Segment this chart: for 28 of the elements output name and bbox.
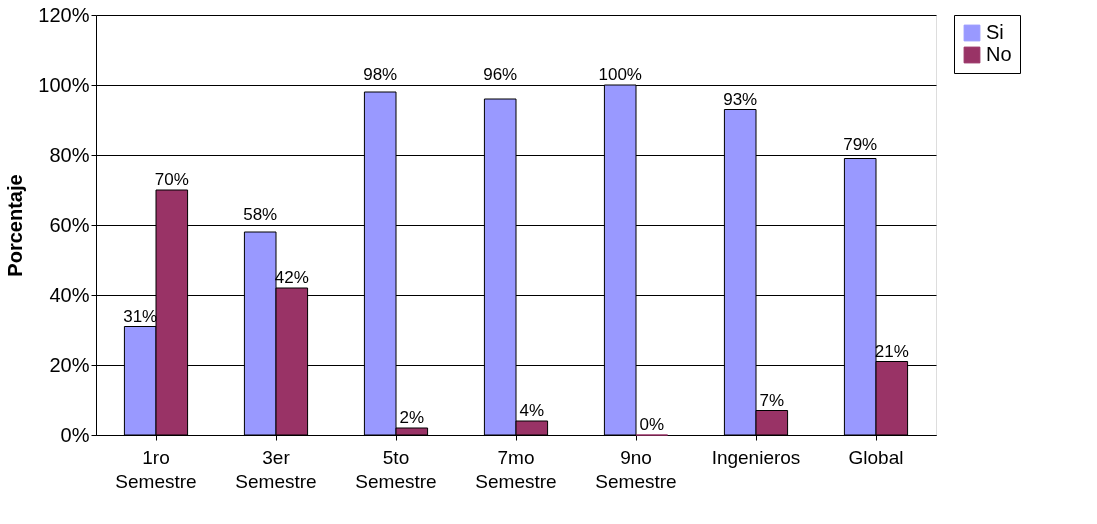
data-label: 79% [843,135,878,154]
y-axis-title: Porcentaje [4,174,27,277]
data-label: 4% [519,401,545,420]
data-label: 2% [399,408,425,427]
x-tick-label: 9no Semestre [595,446,677,492]
data-label: 70% [154,170,189,189]
data-label: 0% [639,415,665,434]
x-tick-label: Global [848,446,904,468]
data-label: 7% [759,390,785,410]
legend-label: Si [986,21,1004,43]
data-label: 100% [598,65,642,84]
data-label: 98% [363,65,398,84]
y-tick-label: 40% [49,283,90,306]
x-tick-label: 1ro Semestre [115,446,197,492]
y-tick-label: 100% [38,73,90,96]
y-tick-label: 80% [49,143,90,166]
x-tick-label: 3er Semestre [235,446,317,492]
y-tick-label: 60% [49,213,90,236]
y-tick-label: 0% [60,423,90,446]
x-tick-label: 5to Semestre [355,446,437,492]
x-tick-label: Ingenieros [711,446,801,468]
data-label: 96% [483,65,518,84]
y-tick-label: 120% [38,3,90,26]
y-tick-label: 20% [49,353,90,376]
data-label: 93% [723,89,758,109]
legend-label: No [986,43,1012,65]
data-label: 58% [243,205,278,224]
x-tick-label: 7mo Semestre [475,446,557,492]
